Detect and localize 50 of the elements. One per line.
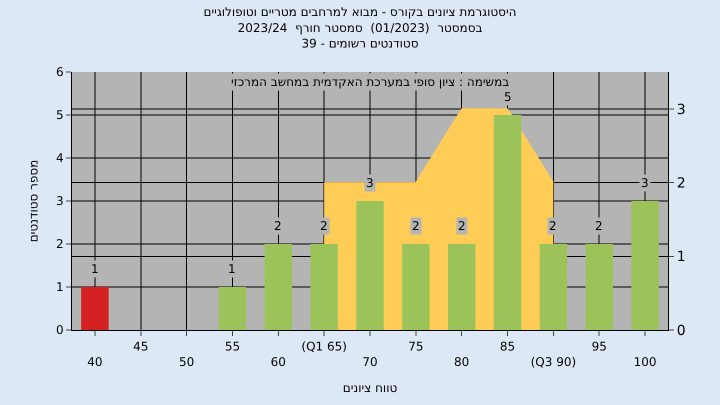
y2-tick-label: 0 [676,322,686,339]
x-tick-label: (Q1 65) [301,339,347,354]
chart-title: היסטוגרמת ציונים בקורס - מבוא למרחבים מטריים וטופולוגיים בסמסטר (01/2023) סמסטר חורף 2023/24 סטודנטים רשומים - 39 [204,5,516,50]
y-tick-label: 4 [56,151,64,166]
x-tick-label: 75 [408,339,424,354]
x-axis-title: טווח ציונים [342,380,398,395]
bar [494,115,522,330]
y-tick-label: 0 [56,323,64,338]
data-label: 2 [320,219,328,233]
bar [264,244,292,330]
annotation: במשימה : ציון סופי במערכת האקדמית במחשב המרכזי [231,75,510,89]
x-tick-label: 80 [454,355,470,369]
x-tick-label: 45 [133,339,148,354]
x-tick-label: (Q3 90) [530,355,576,369]
data-label: 3 [641,176,649,190]
y-tick-label: 6 [56,65,64,80]
y-tick-label: 5 [56,108,64,122]
data-label: 2 [595,219,603,233]
data-label: 1 [91,262,99,276]
x-tick-label: 40 [87,355,103,369]
bar [448,244,476,330]
x-tick-label: 100 [634,355,657,369]
data-label: 3 [366,176,374,190]
bar [81,287,109,330]
data-label: 2 [412,219,420,233]
data-label: 1 [228,262,236,276]
y-tick-label: 2 [56,237,64,252]
data-label: 5 [504,90,512,104]
x-tick-label: 55 [224,339,240,354]
bar [585,244,613,330]
bar [310,244,338,330]
data-label: 2 [549,219,557,233]
y2-tick-label: 3 [676,102,686,118]
x-tick-label: 95 [592,339,607,354]
bar [631,201,659,330]
data-label: 2 [458,219,466,233]
data-label: 2 [274,219,282,233]
x-tick-label: 60 [270,355,286,369]
y-tick-label: 1 [56,280,64,294]
y2-tick-label: 2 [676,175,686,192]
y-tick-label: 3 [56,194,64,208]
bar [540,244,568,330]
x-tick-label: 50 [178,355,194,369]
x-tick-label: 85 [500,339,516,354]
bar [356,201,384,330]
bar [218,287,246,330]
y2-tick-label: 1 [676,249,686,266]
bar [402,244,430,330]
y-axis-title: מספר סטודנטים [26,160,40,242]
x-tick-label: 70 [362,355,378,369]
